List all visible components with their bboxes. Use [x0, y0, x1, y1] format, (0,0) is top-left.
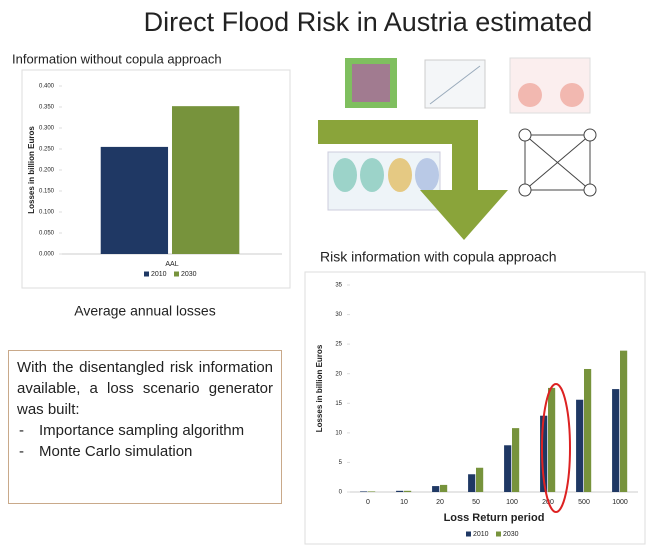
diagram-node	[518, 83, 542, 107]
vine-node	[415, 158, 439, 192]
legend-swatch	[496, 532, 501, 537]
y-tick-label: 0.350	[39, 105, 55, 111]
bar	[360, 491, 367, 492]
chart-caption: Average annual losses	[74, 303, 215, 319]
bar	[172, 106, 239, 254]
y-tick-label: 0.250	[39, 147, 55, 153]
bullet: Importance sampling algorithm	[39, 420, 273, 441]
y-tick-label: 0.050	[39, 231, 55, 237]
bar	[432, 486, 439, 492]
bar	[584, 369, 591, 492]
bar	[468, 474, 475, 492]
x-tick-label: 0	[366, 499, 370, 506]
x-tick-label: 500	[578, 499, 590, 506]
slide-title: Direct Flood Risk in Austria estimated	[144, 7, 593, 37]
x-tick-label: 1000	[612, 499, 628, 506]
bar	[404, 491, 411, 492]
y-tick-label: 10	[335, 430, 342, 436]
y-tick-label: 30	[335, 312, 342, 318]
x-tick-label: AAL	[165, 261, 178, 268]
diagram-node	[560, 83, 584, 107]
legend-label: 2010	[473, 531, 489, 538]
bullet: Monte Carlo simulation	[39, 441, 273, 462]
graph-node	[584, 184, 596, 196]
slide: Direct Flood Risk in Austria estimated I…	[0, 0, 658, 545]
bar	[440, 485, 447, 492]
y-tick-label: 0.200	[39, 168, 55, 174]
y-axis-label: Losses in billion Euros	[315, 344, 324, 432]
y-tick-label: 0.100	[39, 210, 55, 216]
bar	[548, 388, 555, 492]
bar	[101, 147, 168, 254]
x-axis-label: Loss Return period	[444, 512, 545, 524]
bar	[368, 491, 375, 492]
x-tick-label: 100	[506, 499, 518, 506]
text-box: With the disentangled risk information a…	[8, 350, 282, 504]
y-tick-label: 0.000	[39, 252, 55, 258]
bar	[396, 491, 403, 492]
map-overlay	[352, 64, 390, 102]
bar	[512, 428, 519, 492]
y-tick-label: 20	[335, 371, 342, 377]
legend-label: 2030	[181, 271, 197, 278]
y-axis-label: Losses in billion Euros	[27, 126, 36, 214]
y-tick-label: 15	[335, 401, 342, 407]
legend-swatch	[144, 272, 149, 277]
bar	[504, 445, 511, 492]
x-tick-label: 10	[400, 499, 408, 506]
bullet-list: Importance sampling algorithm Monte Carl…	[17, 420, 273, 462]
vine-node	[333, 158, 357, 192]
text-box-intro: With the disentangled risk information a…	[17, 357, 273, 420]
graph-image	[519, 129, 596, 196]
y-tick-label: 0.150	[39, 189, 55, 195]
x-tick-label: 20	[436, 499, 444, 506]
vine-node	[388, 158, 412, 192]
y-tick-label: 0.400	[39, 84, 55, 90]
y-tick-label: 25	[335, 342, 342, 348]
y-tick-label: 0.300	[39, 126, 55, 132]
graph-node	[519, 184, 531, 196]
vine-node	[360, 158, 384, 192]
graph-node	[584, 129, 596, 141]
bar	[476, 468, 483, 492]
legend-swatch	[174, 272, 179, 277]
legend-label: 2010	[151, 271, 167, 278]
bar	[612, 389, 619, 492]
bar	[620, 351, 627, 492]
graph-node	[519, 129, 531, 141]
chart-title: Risk information with copula approach	[320, 249, 557, 265]
vine-image	[328, 152, 440, 210]
x-tick-label: 50	[472, 499, 480, 506]
legend-swatch	[466, 532, 471, 537]
chart-title: Information without copula approach	[12, 51, 222, 66]
legend-label: 2030	[503, 531, 519, 538]
y-tick-label: 35	[335, 283, 342, 289]
bar	[576, 400, 583, 492]
